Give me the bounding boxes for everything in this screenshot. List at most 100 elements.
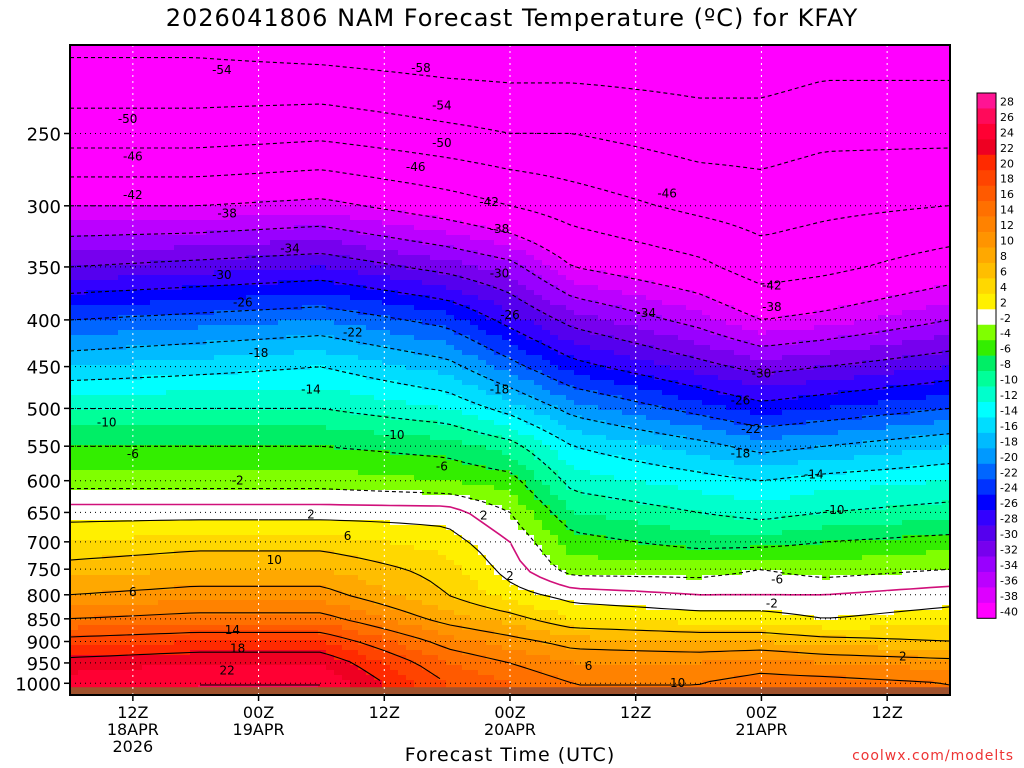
colorbar-swatch [977, 448, 996, 465]
contour-label: 22 [220, 663, 235, 677]
colorbar-label: -38 [1000, 590, 1018, 603]
colorbar-label: -16 [1000, 420, 1018, 433]
colorbar-label: -18 [1000, 435, 1018, 448]
colorbar-label: 16 [1000, 188, 1014, 201]
colorbar-label: 26 [1000, 111, 1014, 124]
contour-label: -2 [766, 597, 778, 611]
colorbar-swatch [977, 278, 996, 295]
y-tick-label: 550 [27, 437, 61, 458]
x-tick-label: 12Z [620, 703, 651, 722]
y-tick-label: 350 [27, 258, 61, 279]
colorbar-swatch [977, 309, 996, 326]
colorbar-swatch [977, 185, 996, 202]
contour-label: -22 [741, 422, 761, 436]
colorbar-label: 28 [1000, 95, 1014, 108]
contour-label: 10 [670, 676, 685, 690]
contour-label: -54 [432, 99, 452, 113]
isotherm-18 [70, 631, 441, 680]
colorbar-swatch [977, 386, 996, 403]
colorbar-swatch [977, 541, 996, 557]
contour-label: -14 [804, 468, 824, 482]
colorbar-label: -40 [1000, 605, 1018, 618]
colorbar-label: 4 [1000, 281, 1007, 294]
colorbar-label: -6 [1000, 343, 1011, 356]
contour-label: -2 [232, 474, 244, 488]
contour-label: -34 [636, 306, 656, 320]
contour-label: -18 [490, 383, 510, 397]
colorbar-swatch [977, 93, 996, 109]
contour-label: 6 [129, 585, 137, 599]
colorbar-swatch [977, 602, 996, 619]
colorbar-swatch [977, 232, 996, 248]
y-tick-label: 950 [27, 654, 61, 675]
x-tick-label: 19APR [233, 720, 285, 739]
temperature-field [70, 45, 950, 695]
colorbar-swatch [977, 139, 996, 156]
y-tick-label: 300 [27, 197, 61, 218]
colorbar-label: -10 [1000, 374, 1018, 387]
contour-label: -10 [825, 503, 845, 517]
credit-text: coolwx.com/modelts [852, 748, 1014, 764]
colorbar-label: -2 [1000, 312, 1011, 325]
isotherm--30 [70, 252, 950, 374]
colorbar-swatch [977, 587, 996, 604]
contour-label: -6 [127, 447, 139, 461]
isotherm-2 [70, 519, 950, 619]
contour-label: -26 [731, 393, 751, 407]
x-tick-label: 00Z [494, 703, 525, 722]
contour-label: -22 [343, 326, 363, 340]
chart-title: 2026041806 NAM Forecast Temperature (ºC)… [165, 4, 859, 32]
contour-label: 14 [225, 623, 240, 637]
colorbar-swatch [977, 108, 996, 125]
contour-label: -26 [500, 308, 520, 322]
colorbar-swatch [977, 170, 996, 186]
colorbar-swatch [977, 432, 996, 449]
colorbar-label: -20 [1000, 451, 1018, 464]
x-tick-label: 12Z [369, 703, 400, 722]
colorbar-label: 2 [1000, 296, 1007, 309]
contour-labels: -54 -58 -54 -50 -50 -46 -46 -46 -42 -42 -38 -38 -34 -… [97, 61, 907, 690]
y-tick-label: 700 [27, 533, 61, 554]
colorbar-swatch [977, 123, 996, 140]
contour-label: -14 [301, 383, 321, 397]
colorbar-swatch [977, 216, 996, 233]
contour-label: -38 [762, 300, 782, 314]
contour-label: -46 [657, 187, 677, 201]
colorbar-label: -26 [1000, 497, 1018, 510]
contour-label: 10 [267, 553, 282, 567]
isotherm--14 [70, 366, 950, 482]
colorbar-label: 20 [1000, 157, 1014, 170]
colorbar-label: 18 [1000, 173, 1014, 186]
contour-label: -42 [479, 195, 499, 209]
contour-label: 6 [344, 529, 352, 543]
y-tick-label: 400 [27, 311, 61, 332]
contour-label: -26 [233, 296, 253, 310]
colorbar-swatch [977, 525, 996, 542]
contour-label: -10 [97, 415, 117, 429]
colorbar-label: 22 [1000, 142, 1014, 155]
colorbar-swatch [977, 247, 996, 264]
colorbar-swatch [977, 154, 996, 171]
colorbar-swatch [977, 402, 996, 418]
colorbar-label: -4 [1000, 327, 1011, 340]
y-tick-label: 600 [27, 472, 61, 493]
contour-label: -38 [490, 222, 510, 236]
contour-label: -42 [123, 188, 143, 202]
colorbar-label: -34 [1000, 559, 1018, 572]
y-tick-label: 900 [27, 632, 61, 653]
colorbar-swatch [977, 340, 996, 356]
colorbar-label: -22 [1000, 466, 1018, 479]
x-tick-label: 21APR [735, 720, 787, 739]
contour-label: 18 [230, 641, 245, 655]
contour-label: 6 [585, 659, 593, 673]
colorbar-swatch [977, 510, 996, 526]
colorbar-label: 10 [1000, 235, 1014, 248]
colorbar-label: 6 [1000, 265, 1007, 278]
contour-label: -42 [762, 279, 782, 293]
y-tick-label: 850 [27, 610, 61, 631]
contour-label: -50 [118, 112, 138, 126]
colorbar-swatch [977, 293, 996, 310]
y-tick-label: 800 [27, 586, 61, 607]
